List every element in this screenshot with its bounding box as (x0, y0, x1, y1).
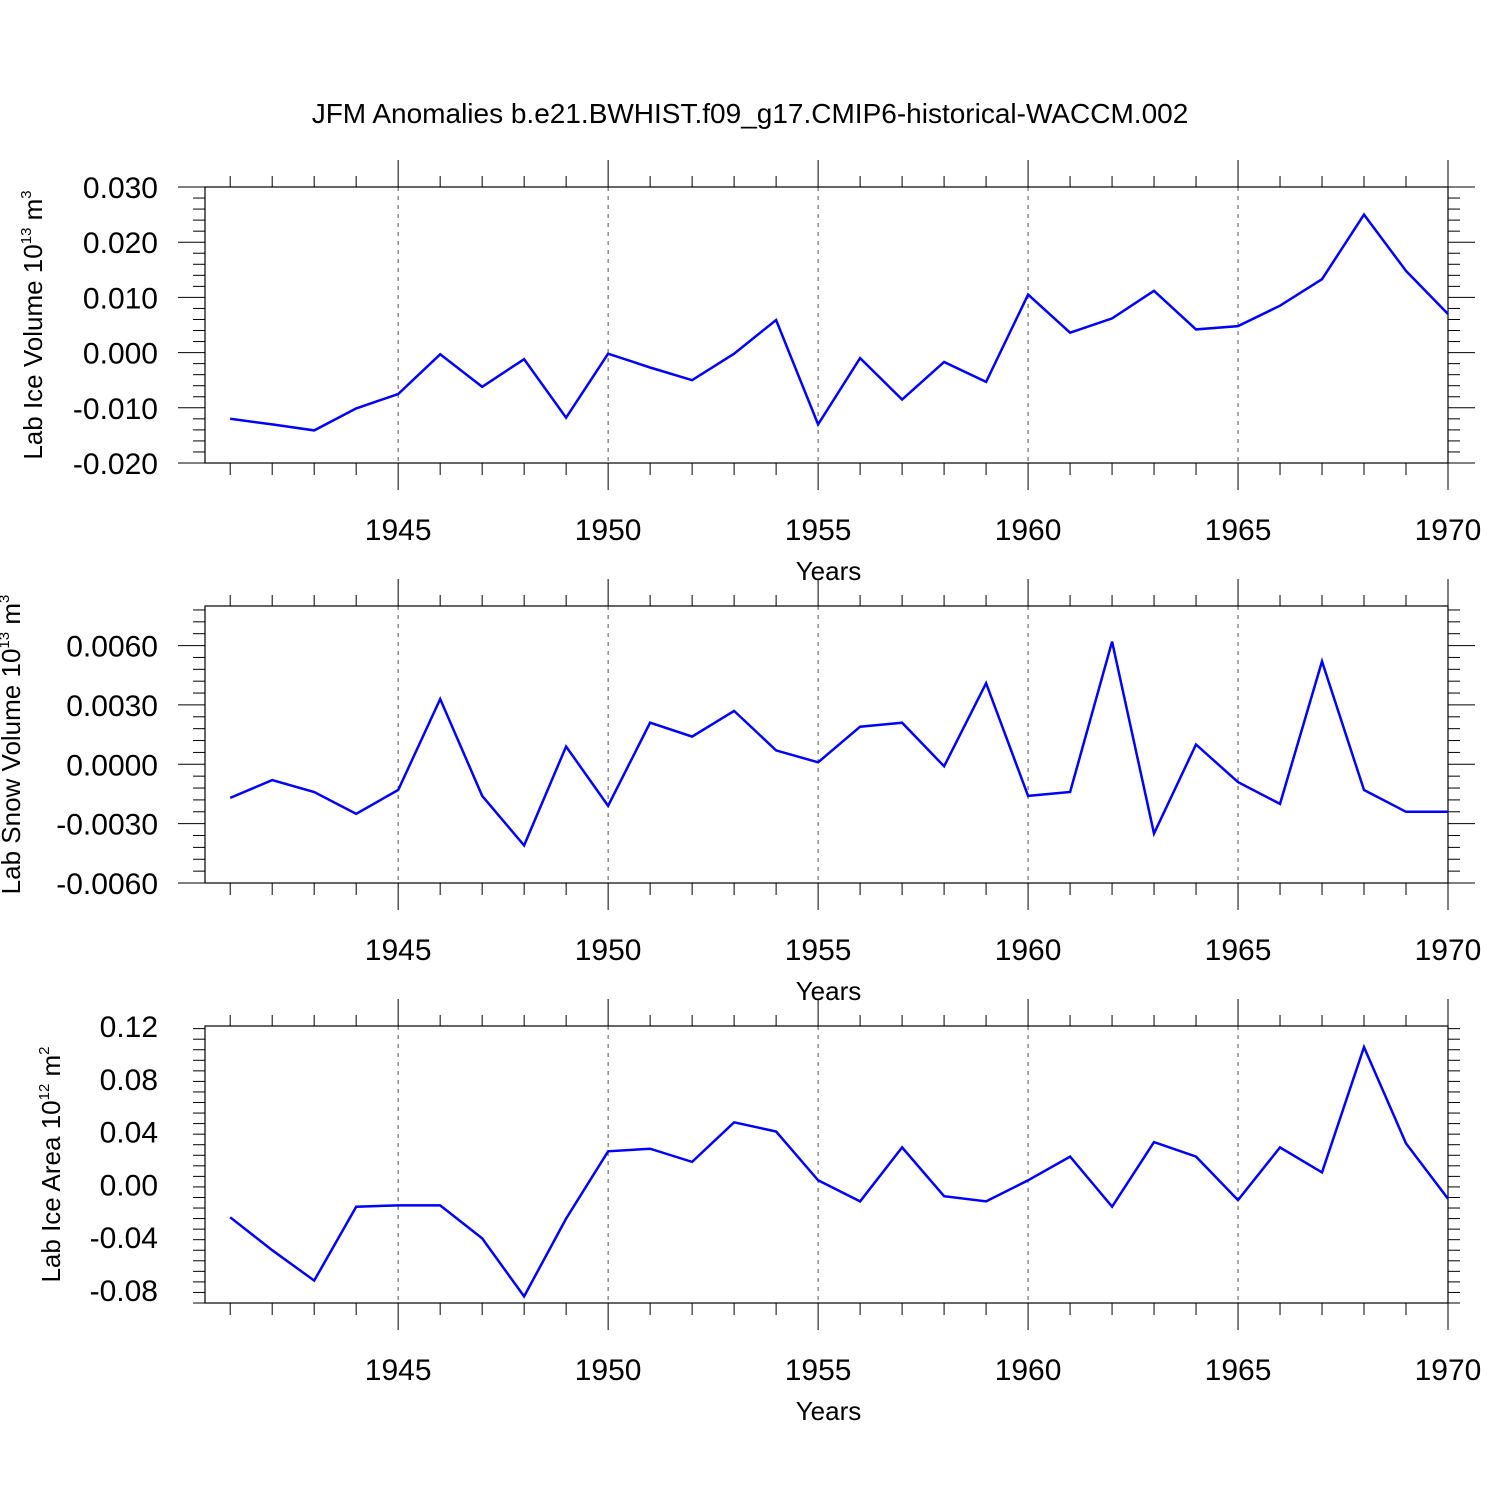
plot-frame (205, 187, 1448, 463)
x-tick-label: 1965 (1205, 514, 1272, 547)
y-axis-title-exp: 13 (0, 632, 13, 649)
plot-frame (205, 1026, 1448, 1303)
y-tick-label: 0.0060 (66, 631, 158, 664)
x-axis-title: Years (796, 976, 862, 1006)
plot-frame (205, 606, 1448, 883)
y-tick-label: -0.0060 (56, 868, 158, 901)
x-tick-label: 1955 (785, 1354, 852, 1387)
x-tick-label: 1970 (1415, 1354, 1482, 1387)
y-tick-label: -0.010 (73, 393, 158, 426)
y-tick-label: 0.010 (83, 282, 158, 315)
y-tick-label: -0.0030 (56, 809, 158, 842)
series-line (230, 1047, 1448, 1296)
y-axis-title-unit: m (36, 1055, 66, 1084)
x-tick-label: 1970 (1415, 514, 1482, 547)
y-axis-title-base: Lab Ice Area 10 (36, 1100, 66, 1282)
x-tick-label: 1965 (1205, 1354, 1272, 1387)
y-tick-label: 0.12 (100, 1011, 158, 1044)
x-tick-label: 1950 (575, 1354, 642, 1387)
panel-2: 1945 1950 1955 1960 1965 1970 Years -0.0060 -0.0… (0, 579, 1481, 1006)
x-axis-title: Years (796, 1396, 862, 1426)
y-axis-title: Lab Ice Volume 1013 m3 (18, 190, 48, 459)
y-tick-label: -0.020 (73, 448, 158, 481)
y-axis-title-unit_exp: 2 (36, 1046, 53, 1054)
chart-title: JFM Anomalies b.e21.BWHIST.f09_g17.CMIP6… (312, 98, 1189, 129)
x-tick-label: 1960 (995, 934, 1062, 967)
y-tick-label: -0.04 (90, 1222, 158, 1255)
y-tick-label: 0.04 (100, 1117, 158, 1150)
y-tick-label: 0.000 (83, 338, 158, 371)
y-axis-title: Lab Snow Volume 1013 m3 (0, 595, 26, 895)
panel-1: 1945 1950 1955 1960 1965 1970 Years -0.020 -0.01… (18, 160, 1481, 586)
y-tick-label: 0.030 (83, 172, 158, 205)
x-tick-label: 1950 (575, 514, 642, 547)
x-tick-label: 1965 (1205, 934, 1272, 967)
y-tick-label: 0.08 (100, 1064, 158, 1097)
series-line (230, 642, 1448, 846)
x-tick-label: 1960 (995, 1354, 1062, 1387)
y-axis-title-unit_exp: 3 (0, 595, 13, 603)
series-line (230, 215, 1448, 431)
y-axis-title-unit_exp: 3 (18, 190, 35, 198)
x-tick-label: 1945 (365, 514, 432, 547)
x-tick-label: 1970 (1415, 934, 1482, 967)
y-axis-title-exp: 13 (18, 228, 35, 245)
y-tick-label: 0.0000 (66, 749, 158, 782)
x-tick-label: 1945 (365, 1354, 432, 1387)
y-axis-title: Lab Ice Area 1012 m2 (36, 1046, 66, 1282)
y-axis-title-exp: 12 (36, 1084, 53, 1101)
y-tick-label: 0.0030 (66, 690, 158, 723)
x-tick-label: 1960 (995, 514, 1062, 547)
y-axis-title-base: Lab Snow Volume 10 (0, 649, 26, 895)
x-tick-label: 1945 (365, 934, 432, 967)
y-tick-label: 0.00 (100, 1169, 158, 1202)
x-tick-label: 1955 (785, 514, 852, 547)
x-tick-label: 1955 (785, 934, 852, 967)
y-axis-title-unit: m (0, 603, 26, 632)
panel-3: 1945 1950 1955 1960 1965 1970 Years -0.08 -0.04 0… (36, 999, 1481, 1426)
x-axis-title: Years (796, 556, 862, 586)
y-tick-label: 0.020 (83, 227, 158, 260)
y-axis-title-unit: m (18, 199, 48, 228)
y-axis-title-base: Lab Ice Volume 10 (18, 244, 48, 459)
y-tick-label: -0.08 (90, 1275, 158, 1308)
x-tick-label: 1950 (575, 934, 642, 967)
